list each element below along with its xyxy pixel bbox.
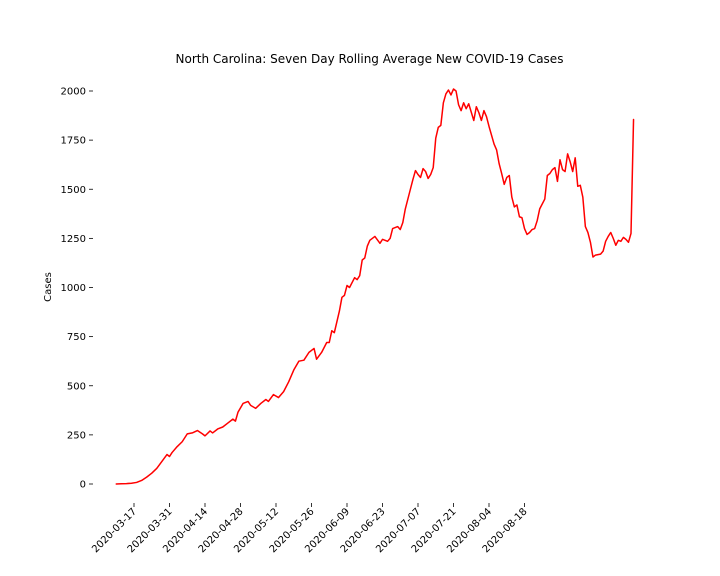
- y-tick-label: 500: [67, 381, 86, 392]
- y-tick-label: 750: [67, 332, 86, 343]
- y-tick-label: 1250: [61, 234, 86, 245]
- y-tick-label: 1000: [61, 283, 86, 294]
- plot-area: [115, 88, 635, 485]
- y-tick-label: 250: [67, 430, 86, 441]
- y-tick-label: 1750: [61, 136, 86, 147]
- y-axis-label: Cases: [43, 272, 54, 302]
- series-line: [115, 88, 635, 485]
- y-tick-label: 0: [80, 480, 86, 491]
- y-tick-label: 1500: [61, 185, 86, 196]
- y-axis: 0 250 500 750 1000 1250 1500 1750 2000: [61, 87, 93, 491]
- chart-title: North Carolina: Seven Day Rolling Averag…: [176, 52, 564, 66]
- y-tick-label: 2000: [61, 87, 86, 98]
